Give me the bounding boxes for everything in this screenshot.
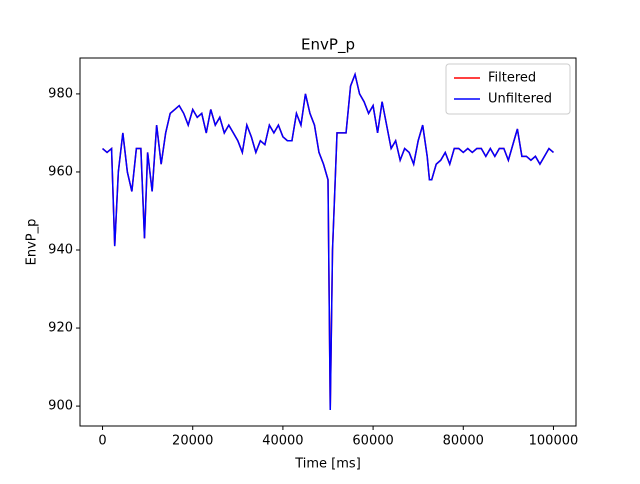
legend-box: [445, 63, 571, 115]
x-tick-label: 0: [98, 434, 106, 449]
x-tick-label: 80000: [443, 434, 484, 449]
x-tick-label: 20000: [172, 434, 213, 449]
legend-label: Unfiltered: [488, 92, 552, 107]
x-tick-label: 60000: [352, 434, 393, 449]
chart-title: EnvP_p: [301, 36, 355, 55]
y-tick-label: 940: [48, 243, 73, 258]
x-axis-label: Time [ms]: [294, 457, 361, 472]
legend-label: Filtered: [488, 71, 536, 86]
y-axis-label: EnvP_p: [25, 219, 40, 266]
x-tick-label: 40000: [262, 434, 303, 449]
x-tick-label: 100000: [529, 434, 579, 449]
series-line: [102, 71, 554, 411]
plot-frame: [79, 57, 577, 427]
y-tick-label: 920: [48, 321, 73, 336]
y-tick-label: 960: [48, 164, 73, 179]
y-tick-label: 900: [48, 399, 73, 414]
y-tick-label: 980: [48, 86, 73, 101]
